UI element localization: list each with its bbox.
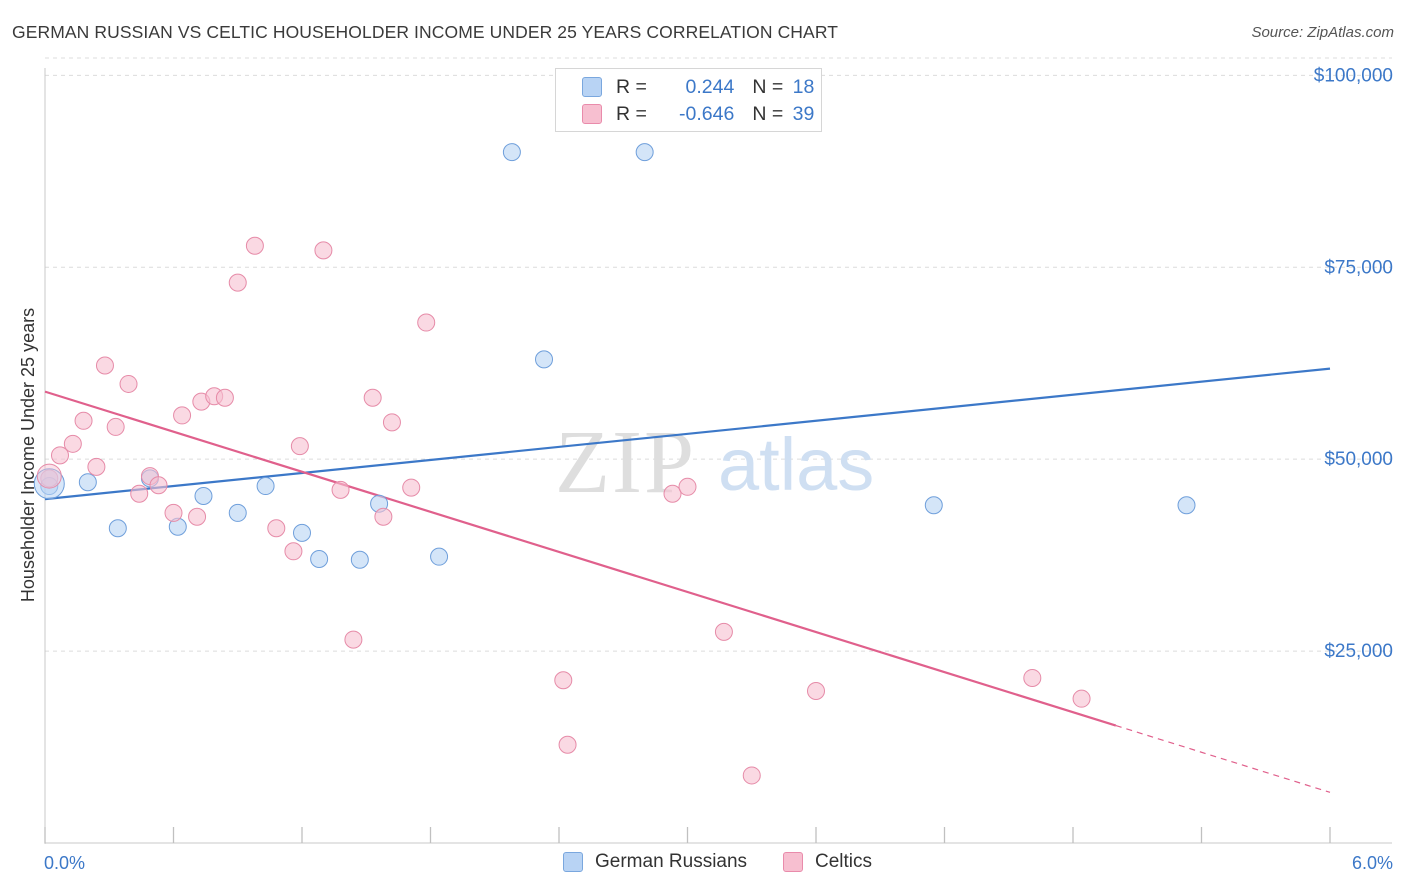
watermark-atlas: atlas	[718, 423, 874, 506]
y-tick-label: $100,000	[1314, 65, 1393, 86]
bottom-legend-german-russians: German Russians	[563, 851, 747, 873]
data-point-celtics	[95, 356, 114, 375]
data-point-german-russians	[502, 143, 521, 162]
data-point-celtics	[50, 446, 69, 465]
bottom-legend-celtics: Celtics	[783, 851, 872, 873]
data-point-german-russians	[430, 547, 449, 566]
y-tick-label: $75,000	[1324, 257, 1393, 278]
watermark: ZIP atlas	[555, 413, 874, 512]
data-point-celtics	[228, 273, 247, 292]
legend-r-value: -0.646	[679, 102, 735, 125]
data-point-celtics	[63, 434, 82, 453]
data-point-celtics	[149, 476, 168, 495]
data-point-celtics	[714, 622, 733, 641]
trend-lines	[44, 367, 1331, 793]
data-point-german-russians	[293, 523, 311, 542]
legend-row-german-russians: R = 0.244 N = 18	[582, 74, 814, 100]
legend-swatch-pink	[582, 104, 602, 124]
bottom-legend-label: German Russians	[595, 851, 748, 872]
legend-n-value: 39	[792, 102, 815, 125]
data-point-celtics	[284, 542, 303, 561]
data-point-celtics	[807, 682, 825, 701]
data-point-celtics	[402, 478, 421, 497]
legend-r-value: 0.244	[685, 75, 735, 98]
data-point-celtics	[382, 413, 401, 432]
data-point-celtics	[173, 406, 192, 425]
trend-line-celtics	[44, 390, 1117, 727]
data-point-german-russians	[635, 143, 654, 162]
data-point-german-russians	[1177, 496, 1196, 515]
data-point-celtics	[554, 671, 573, 690]
legend-r-label: R =	[616, 102, 653, 125]
data-point-celtics	[1023, 668, 1042, 687]
data-point-celtics	[663, 484, 682, 503]
data-point-german-russians	[535, 350, 554, 369]
data-point-celtics	[314, 241, 333, 260]
bottom-legend-swatch-blue	[563, 852, 583, 872]
y-tick-labels: $25,000 $50,000 $75,000 $100,000	[1314, 65, 1393, 662]
legend-r-label: R =	[616, 75, 653, 98]
data-point-celtics	[215, 388, 234, 407]
data-point-german-russians-large	[33, 468, 65, 500]
data-point-celtics-large	[36, 463, 62, 489]
y-tick-label: $50,000	[1324, 449, 1393, 470]
data-point-german-russians	[78, 473, 97, 492]
data-point-celtics	[558, 735, 577, 754]
y-axis-label: Householder Income Under 25 years	[18, 308, 38, 602]
data-points	[33, 143, 1196, 785]
trend-line-german-russians	[44, 367, 1331, 501]
axes	[44, 68, 1392, 844]
legend-n-label: N =	[752, 102, 789, 125]
bottom-legend-swatch-pink	[783, 852, 803, 872]
legend: R = 0.244 N = 18 R = -0.646 N = 39	[555, 68, 822, 132]
data-point-celtics	[1072, 689, 1091, 708]
legend-n-label: N =	[752, 75, 789, 98]
legend-n-value: 18	[792, 75, 815, 98]
data-point-german-russians	[108, 519, 127, 538]
data-point-celtics	[87, 457, 106, 476]
x-tick-label-max: 6.0%	[1352, 853, 1393, 873]
data-point-german-russians	[228, 503, 247, 522]
data-point-celtics	[290, 437, 309, 456]
data-point-german-russians	[194, 487, 213, 506]
data-point-german-russians	[350, 550, 369, 569]
data-point-celtics	[130, 484, 149, 503]
data-point-german-russians	[310, 549, 329, 568]
data-point-german-russians	[256, 477, 275, 496]
data-point-celtics	[417, 313, 436, 332]
data-point-celtics	[74, 411, 93, 430]
data-point-celtics	[164, 503, 183, 522]
grid-lines	[45, 57, 1392, 652]
data-point-celtics	[678, 477, 697, 496]
x-tick-label-min: 0.0%	[44, 853, 85, 873]
data-point-celtics	[267, 519, 286, 538]
data-point-celtics	[119, 374, 138, 393]
legend-swatch-blue	[582, 77, 602, 97]
trend-line-celtics-extension	[1115, 724, 1331, 793]
data-point-celtics	[363, 388, 382, 407]
data-point-celtics	[374, 507, 393, 526]
bottom-legend-label: Celtics	[815, 851, 873, 872]
data-point-celtics	[344, 630, 363, 649]
chart-title: GERMAN RUSSIAN VS CELTIC HOUSEHOLDER INC…	[12, 22, 839, 42]
data-point-german-russians	[924, 496, 943, 515]
data-point-celtics	[742, 766, 761, 785]
data-point-celtics	[106, 417, 125, 436]
data-point-celtics	[331, 480, 350, 499]
y-tick-label: $25,000	[1324, 641, 1393, 662]
data-point-celtics	[245, 236, 264, 255]
data-point-celtics	[188, 507, 207, 526]
source-label: Source: ZipAtlas.com	[1251, 24, 1394, 41]
legend-row-celtics: R = -0.646 N = 39	[582, 101, 814, 127]
